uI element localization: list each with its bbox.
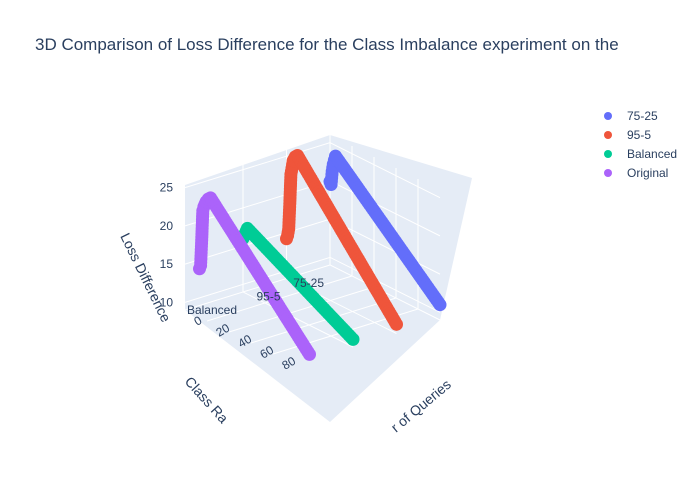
data-point <box>346 332 360 346</box>
series-75-25 <box>323 149 447 312</box>
legend-item: 75-25 <box>604 109 658 123</box>
legend-marker <box>604 169 612 177</box>
series-95-5 <box>280 149 403 331</box>
x-tick-label: 40 <box>236 332 255 351</box>
z-tick-label: 20 <box>160 219 174 233</box>
z-axis-title: Loss Difference <box>117 230 174 324</box>
z-tick-label: 10 <box>160 295 174 309</box>
data-point <box>433 298 447 312</box>
series-balanced <box>236 221 360 346</box>
grid-line-category <box>242 162 354 348</box>
x-axis-title: r of Queries <box>388 376 454 435</box>
z-tick-label: 25 <box>160 181 174 195</box>
legend-label: Balanced <box>627 147 677 161</box>
legend-item: Balanced <box>604 147 677 161</box>
x-tick-label: 60 <box>258 343 277 362</box>
legend-marker <box>604 131 612 139</box>
x-tick-label: 80 <box>280 354 299 373</box>
data-point <box>390 317 403 331</box>
data-point <box>303 347 316 361</box>
z-tick-label: 15 <box>160 257 174 271</box>
y-tick-label: 75-25 <box>293 276 324 290</box>
legend-label: Original <box>627 166 668 180</box>
legend-marker <box>604 112 612 120</box>
legend-label: 95-5 <box>627 128 651 142</box>
legend-item: 95-5 <box>604 128 651 142</box>
legend-label: 75-25 <box>627 109 658 123</box>
series-original <box>193 191 316 361</box>
legend-item: Original <box>604 166 668 180</box>
y-axis-title: Class Ra <box>182 373 232 426</box>
series-layer <box>193 149 447 361</box>
y-tick-label: Balanced <box>187 303 237 317</box>
legend: 75-25 95-5 Balanced Original <box>604 109 677 180</box>
x-tick-label: 20 <box>214 321 233 340</box>
y-tick-label: 95-5 <box>256 290 280 304</box>
legend-marker <box>604 150 612 158</box>
chart-title: 3D Comparison of Loss Difference for the… <box>35 35 619 54</box>
